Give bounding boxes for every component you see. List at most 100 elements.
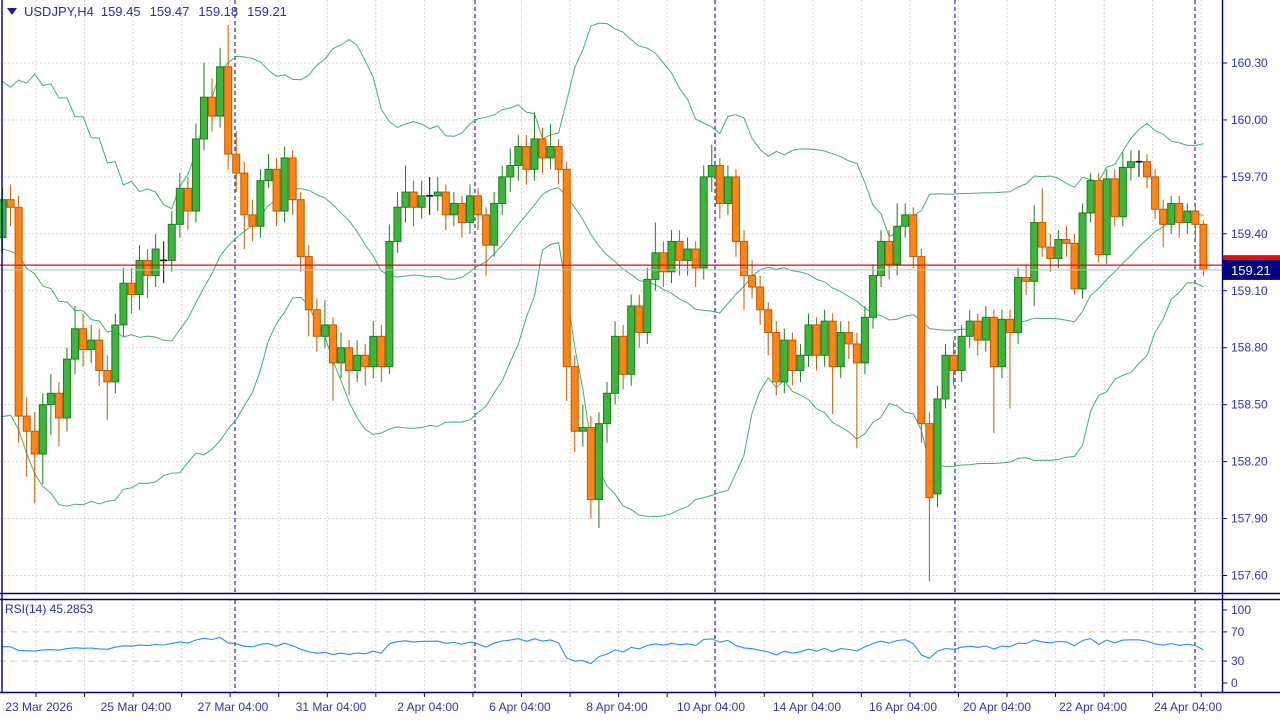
candle-body bbox=[603, 392, 611, 425]
candle-body bbox=[756, 286, 765, 311]
close-value: 159.21 bbox=[247, 4, 287, 19]
rsi-level-lines bbox=[0, 631, 1222, 662]
candle-body bbox=[804, 324, 813, 356]
candle-body bbox=[498, 176, 507, 204]
candle-body bbox=[1102, 178, 1111, 256]
candle-body bbox=[715, 165, 724, 204]
candle-body bbox=[361, 354, 370, 368]
candle-body bbox=[885, 240, 894, 265]
candle-body bbox=[836, 332, 845, 368]
current-price-label: 159.21 bbox=[1223, 255, 1280, 280]
time-tick-label: 20 Apr 04:00 bbox=[963, 700, 1031, 714]
candle-body bbox=[377, 335, 386, 368]
price-axis[interactable]: 160.30 160.00 159.70 159.40 159.10 158.80 158.… bbox=[1222, 56, 1268, 583]
candle-body bbox=[877, 240, 886, 277]
time-tick-label: 2 Apr 04:00 bbox=[397, 700, 459, 714]
candle-body bbox=[965, 320, 974, 337]
chart-title: USDJPY,H4 159.45 159.47 159.18 159.21 bbox=[7, 4, 287, 19]
candle-body bbox=[135, 259, 144, 296]
bb-lower-band bbox=[2, 241, 1204, 517]
candle-body bbox=[409, 191, 418, 208]
time-tick-label: 10 Apr 04:00 bbox=[677, 700, 745, 714]
symbol-dropdown-toggle[interactable] bbox=[7, 8, 17, 15]
candle-body bbox=[699, 176, 708, 269]
candle-body bbox=[868, 275, 877, 318]
rsi-axis[interactable]: 100 70 30 0 bbox=[1222, 603, 1251, 690]
symbol-label: USDJPY,H4 bbox=[24, 4, 94, 19]
candle-body bbox=[554, 146, 563, 170]
candle-body bbox=[748, 275, 757, 288]
candle-body bbox=[119, 282, 128, 326]
candle-body bbox=[30, 430, 39, 455]
candle-body bbox=[272, 168, 281, 212]
rsi-tick-label: 70 bbox=[1231, 625, 1245, 639]
candle-body bbox=[514, 146, 523, 167]
candle-body bbox=[1159, 208, 1168, 225]
candle-body bbox=[1038, 221, 1047, 248]
candle-body bbox=[1006, 318, 1014, 334]
candle-body bbox=[506, 165, 515, 178]
candle-body bbox=[433, 191, 442, 197]
time-tick-label: 8 Apr 04:00 bbox=[586, 700, 648, 714]
candle-body bbox=[1014, 276, 1023, 334]
candle-body bbox=[1062, 239, 1071, 244]
candle-body bbox=[957, 335, 966, 372]
time-tick-label: 25 Mar 04:00 bbox=[101, 700, 172, 714]
time-tick-label: 14 Apr 04:00 bbox=[773, 700, 841, 714]
candle-body bbox=[901, 214, 910, 227]
time-tick-label: 27 Mar 04:00 bbox=[198, 700, 269, 714]
candle-body bbox=[385, 240, 394, 368]
candle-body bbox=[38, 404, 47, 455]
candlestick-layer bbox=[0, 25, 1208, 582]
candle-body bbox=[909, 214, 918, 258]
candle-body bbox=[619, 335, 628, 375]
price-tick-label: 160.00 bbox=[1231, 113, 1268, 127]
low-value: 159.18 bbox=[198, 4, 239, 19]
high-value: 159.47 bbox=[149, 4, 190, 19]
candle-body bbox=[1046, 246, 1055, 260]
candle-body bbox=[14, 206, 23, 417]
price-tick-label: 159.40 bbox=[1231, 227, 1268, 241]
candle-body bbox=[465, 195, 474, 223]
time-tick-label: 31 Mar 04:00 bbox=[296, 700, 367, 714]
candle-body bbox=[280, 157, 289, 212]
candle-body bbox=[820, 320, 829, 356]
candle-body bbox=[191, 138, 200, 212]
candle-body bbox=[772, 332, 781, 383]
candle-body bbox=[490, 202, 499, 246]
time-tick-label: 24 Apr 04:00 bbox=[1154, 700, 1222, 714]
candle-body bbox=[1054, 239, 1063, 260]
candle-body bbox=[683, 248, 692, 261]
ohlc-values: 159.45 159.47 159.18 159.21 bbox=[101, 4, 287, 19]
candle-body bbox=[457, 202, 466, 223]
candle-body bbox=[941, 354, 950, 400]
candle-body bbox=[740, 240, 749, 277]
candle-body bbox=[562, 168, 571, 368]
candle-body bbox=[707, 165, 716, 178]
candle-body bbox=[200, 96, 208, 140]
candle-body bbox=[635, 305, 644, 334]
candle-body bbox=[6, 199, 15, 208]
candle-body bbox=[675, 240, 684, 261]
candle-body bbox=[667, 240, 676, 273]
price-tick-label: 157.60 bbox=[1231, 569, 1268, 583]
candle-body bbox=[546, 146, 555, 159]
rsi-line bbox=[2, 636, 1204, 665]
candle-body bbox=[167, 223, 176, 261]
candle-body bbox=[1094, 180, 1103, 256]
candle-body bbox=[997, 318, 1006, 368]
candle-body bbox=[1183, 210, 1192, 223]
time-axis[interactable]: 23 Mar 2026 25 Mar 04:00 27 Mar 04:00 31 Ma… bbox=[5, 693, 1222, 714]
candle-body bbox=[95, 339, 104, 372]
candle-body bbox=[224, 66, 233, 155]
candle-body bbox=[449, 202, 458, 216]
candle-body bbox=[538, 138, 547, 159]
candle-body bbox=[1086, 180, 1095, 214]
candle-body bbox=[1118, 166, 1127, 218]
candle-body bbox=[103, 370, 112, 383]
candle-body bbox=[1110, 178, 1119, 218]
candle-body bbox=[981, 316, 990, 341]
